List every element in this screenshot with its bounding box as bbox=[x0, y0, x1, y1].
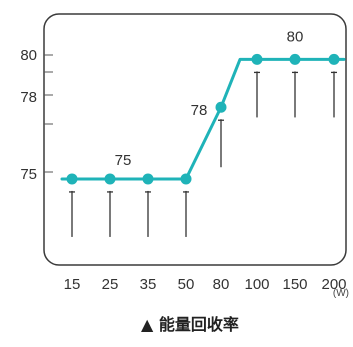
x-tick-label: 25 bbox=[102, 276, 119, 293]
arrow-marker bbox=[69, 190, 75, 237]
x-tick-label: 35 bbox=[140, 276, 157, 293]
x-unit-label: (W) bbox=[333, 288, 349, 299]
arrow-marker bbox=[292, 71, 298, 118]
series-points bbox=[66, 53, 340, 185]
x-tick-label: 150 bbox=[282, 276, 307, 293]
data-point bbox=[66, 173, 78, 185]
arrow-marker bbox=[145, 190, 151, 237]
arrow-marker bbox=[331, 71, 337, 118]
arrow-marker bbox=[107, 190, 113, 237]
x-tick-labels: 15 25 35 50 80 100 150 200 bbox=[64, 276, 347, 293]
data-point bbox=[142, 173, 154, 185]
data-point bbox=[251, 53, 263, 65]
x-tick-label: 50 bbox=[178, 276, 195, 293]
y-tick-label-75: 75 bbox=[20, 166, 37, 183]
y-tick-label-78: 78 bbox=[20, 89, 37, 106]
data-point bbox=[180, 173, 192, 185]
x-tick-label: 80 bbox=[213, 276, 230, 293]
y-tick-label-80: 80 bbox=[20, 47, 37, 64]
arrow-marker bbox=[254, 71, 260, 118]
arrow-markers bbox=[69, 71, 337, 237]
chart-caption: ▲ 能量回收率 bbox=[141, 315, 239, 334]
data-label-75: 75 bbox=[115, 152, 132, 169]
plot-frame bbox=[43, 13, 347, 266]
arrow-marker bbox=[218, 119, 224, 168]
data-point bbox=[328, 53, 340, 65]
data-point bbox=[289, 53, 301, 65]
data-point bbox=[215, 101, 227, 113]
data-point bbox=[104, 173, 116, 185]
x-tick-label: 100 bbox=[244, 276, 269, 293]
data-label-78: 78 bbox=[191, 102, 208, 119]
arrow-marker bbox=[183, 190, 189, 237]
x-tick-label: 200 bbox=[321, 276, 346, 293]
x-tick-label: 15 bbox=[64, 276, 81, 293]
data-label-80: 80 bbox=[287, 28, 304, 45]
